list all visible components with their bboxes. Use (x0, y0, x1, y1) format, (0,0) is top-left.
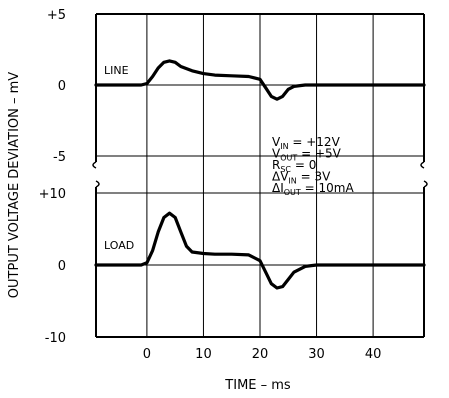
condition-line: ΔIOUT = 10mA (272, 181, 354, 197)
grid (96, 13, 424, 338)
axis-break-mark (92, 161, 100, 188)
y-tick-label: -5 (53, 150, 66, 165)
axis-break-mark (420, 161, 428, 188)
condition-line: RSC = 0 (272, 158, 316, 174)
series-label-load: LOAD (104, 239, 134, 252)
condition-line: ΔVIN = 3V (272, 170, 331, 186)
y-tick-label: 0 (58, 259, 66, 274)
y-tick-label: -10 (45, 331, 66, 346)
plot-frame (92, 13, 428, 338)
y-tick-label: +5 (47, 8, 66, 23)
x-axis-label: TIME – ms (224, 378, 291, 393)
series-label-line: LINE (104, 64, 129, 77)
x-tick-label: 0 (143, 347, 151, 362)
tick-labels: 0 10 20 30 40 +5 0 -5 +10 0 -10 (39, 8, 382, 362)
condition-line: VIN = +12V (272, 135, 341, 151)
x-tick-label: 40 (365, 347, 382, 362)
y-axis-label: OUTPUT VOLTAGE DEVIATION – mV (7, 72, 22, 298)
condition-line: VOUT = +5V (272, 147, 342, 163)
y-tick-label: 0 (58, 79, 66, 94)
series-line (94, 59, 426, 101)
y-tick-label: +10 (39, 187, 66, 202)
series-load (94, 211, 426, 290)
x-tick-label: 10 (195, 347, 212, 362)
series-lines (94, 59, 426, 290)
x-tick-label: 30 (308, 347, 325, 362)
x-tick-label: 20 (252, 347, 269, 362)
